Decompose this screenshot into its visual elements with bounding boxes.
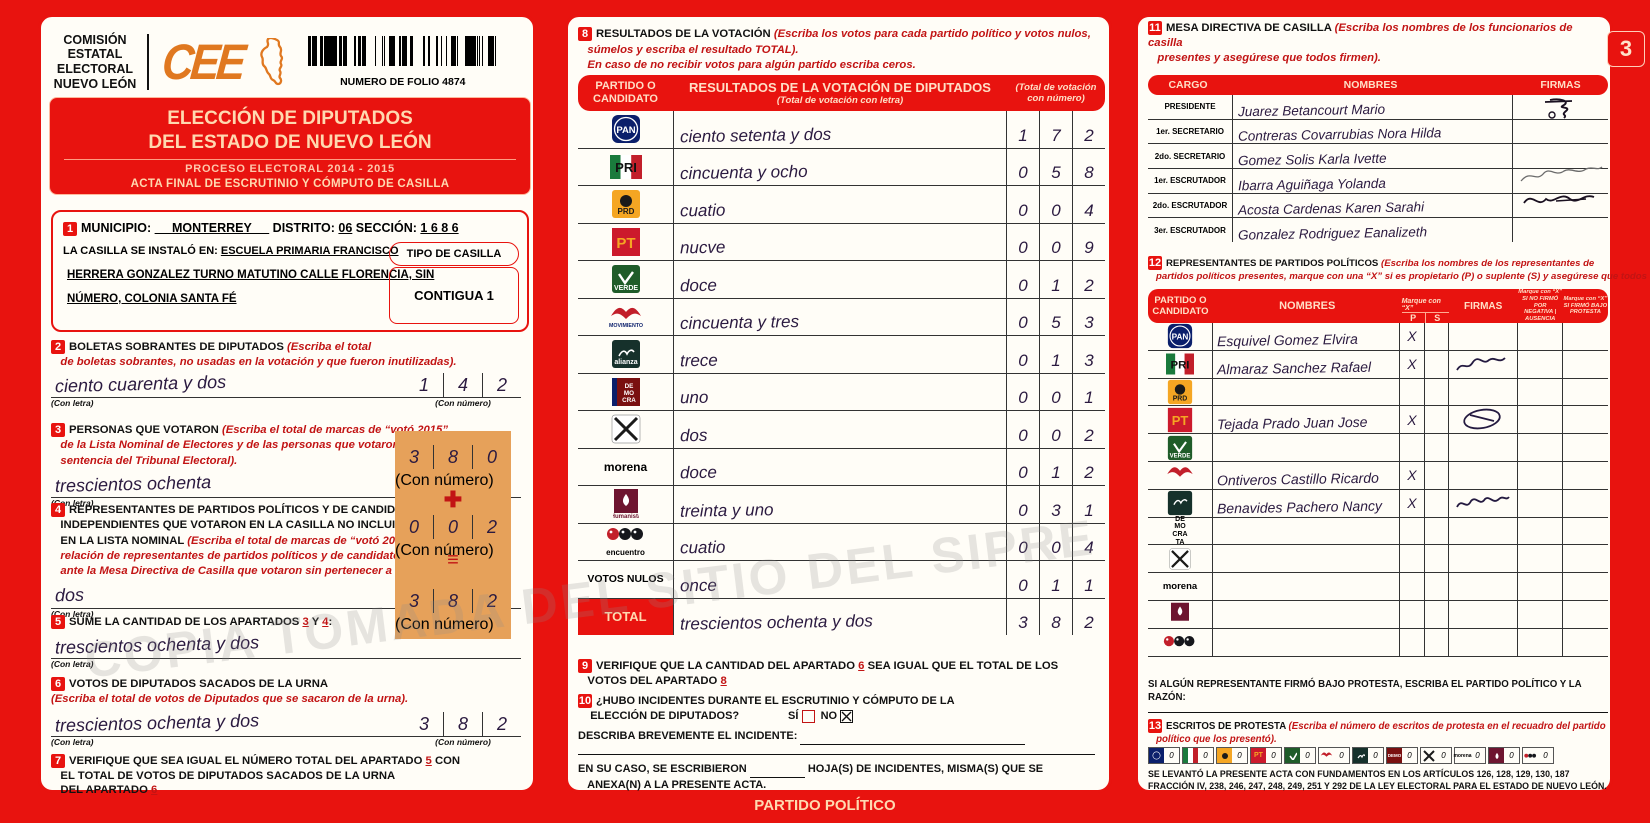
svg-text:PAN: PAN bbox=[1172, 333, 1189, 342]
svg-text:PAN: PAN bbox=[616, 125, 635, 136]
svg-text:DE: DE bbox=[624, 383, 633, 390]
svg-text:CRA: CRA bbox=[622, 397, 636, 404]
svg-text:alianza: alianza bbox=[614, 359, 637, 366]
svg-text:PT: PT bbox=[616, 235, 635, 252]
svg-text:Humanista: Humanista bbox=[613, 514, 639, 520]
svg-text:VERDE: VERDE bbox=[613, 285, 637, 292]
svg-text:PRD: PRD bbox=[1173, 396, 1188, 403]
svg-text:PRI: PRI bbox=[615, 160, 637, 175]
svg-text:PT: PT bbox=[1172, 413, 1189, 428]
svg-text:MO: MO bbox=[623, 390, 633, 397]
svg-text:PRD: PRD bbox=[617, 207, 634, 216]
svg-text:PRI: PRI bbox=[1171, 360, 1190, 372]
svg-text:VERDE: VERDE bbox=[1170, 453, 1191, 459]
svg-text:MOVIMIENTO: MOVIMIENTO bbox=[609, 323, 643, 329]
